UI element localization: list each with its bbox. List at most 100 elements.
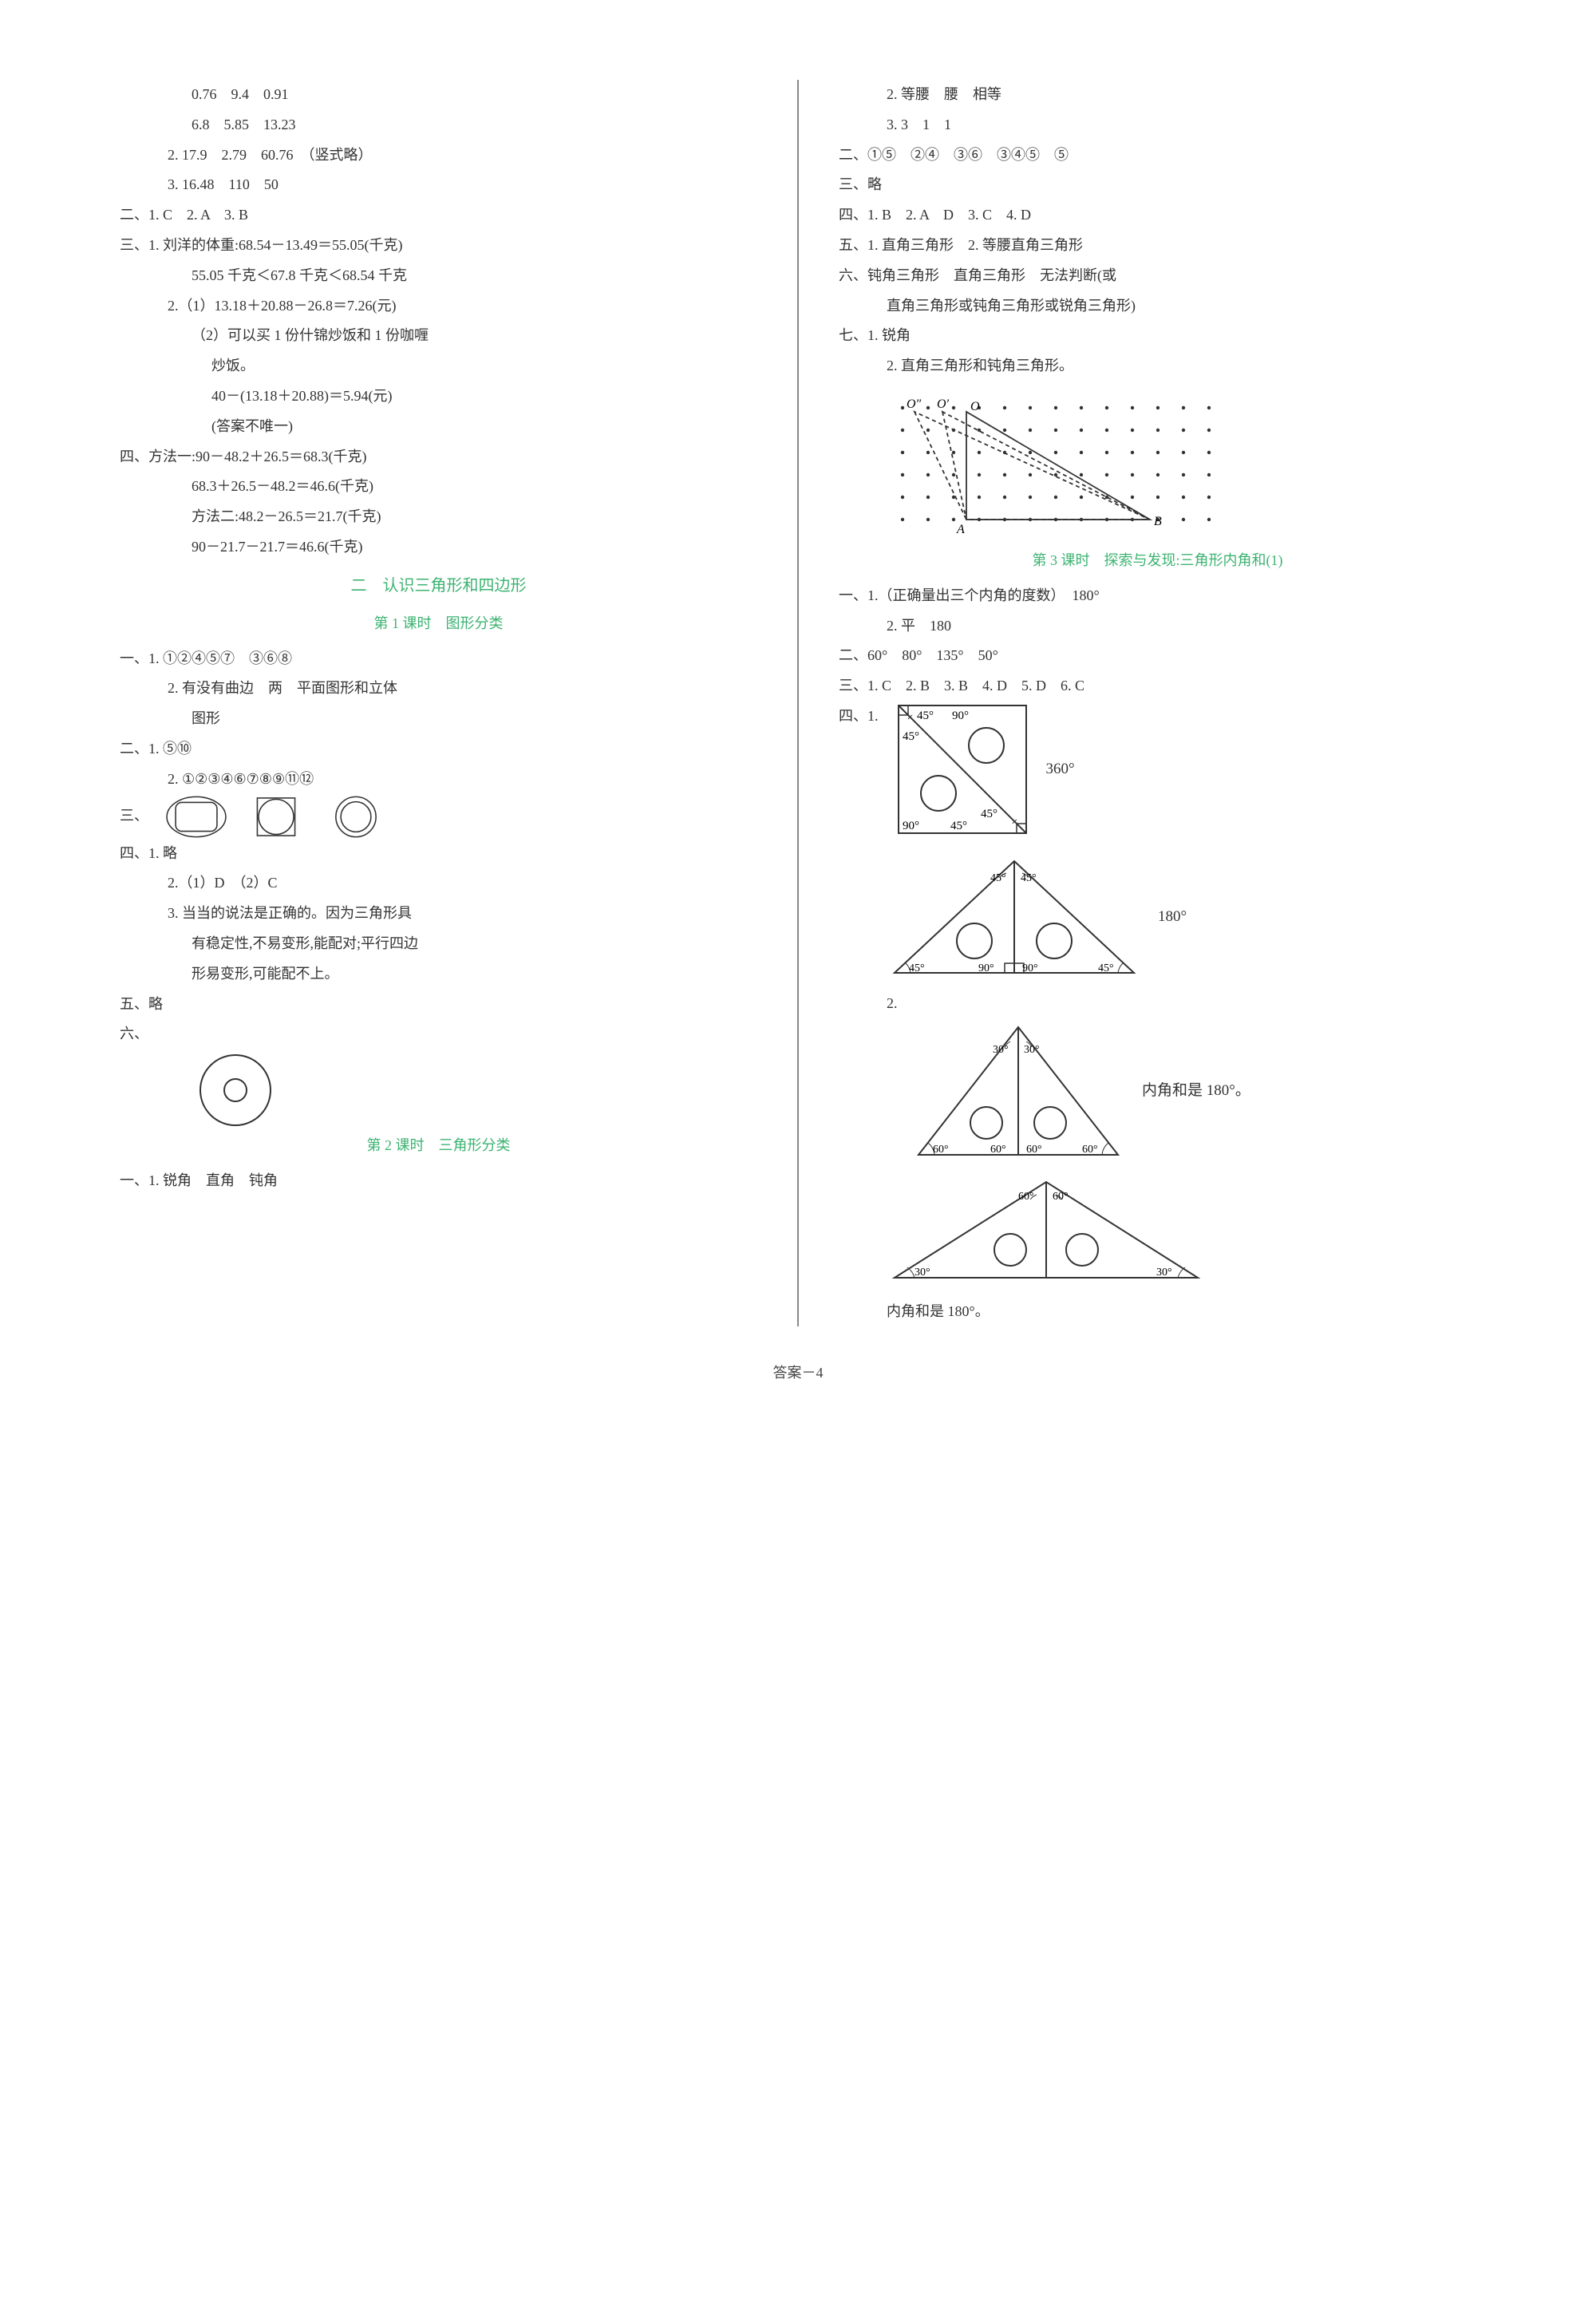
triangle-30-60-diagram: 30° 30° 60° 60° 60° 60° — [911, 1019, 1126, 1163]
svg-text:45°: 45° — [1021, 872, 1037, 884]
text-line: 五、略 — [120, 990, 757, 1020]
text-line: 形易变形,可能配不上。 — [120, 959, 757, 990]
text-line: 六、钝角三角形 直角三角形 无法判断(或 — [839, 261, 1476, 291]
svg-text:45°: 45° — [903, 730, 919, 743]
text-line: 3. 16.48 110 50 — [120, 170, 757, 200]
text-line: 2. 17.9 2.79 60.76 （竖式略） — [120, 140, 757, 171]
text-line: 四、1. — [839, 702, 879, 732]
text-line: 2. 有没有曲边 两 平面图形和立体 — [120, 674, 757, 704]
text-line: 0.76 9.4 0.91 — [120, 80, 757, 110]
svg-text:90°: 90° — [978, 962, 994, 974]
text-line: 炒饭。 — [120, 351, 757, 381]
triangle-45-diagram: 45° 45° 45° 45° 90° 90° — [887, 853, 1142, 981]
lesson-heading: 第 3 课时 探索与发现:三角形内角和(1) — [839, 546, 1476, 576]
dot-grid-triangle-diagram: O″ O′ O A B — [887, 388, 1230, 539]
square-with-circle-icon — [244, 795, 308, 839]
lesson-heading: 第 2 课时 三角形分类 — [120, 1131, 757, 1161]
svg-text:45°: 45° — [909, 962, 925, 974]
circle-in-circle-icon — [324, 795, 388, 839]
svg-text:60°: 60° — [1082, 1144, 1098, 1156]
text-line: 二、①⑤ ②④ ③⑥ ③④⑤ ⑤ — [839, 140, 1476, 171]
text-line: 2. — [839, 989, 1476, 1019]
text-line: 一、1. 锐角 直角 钝角 — [120, 1166, 757, 1196]
svg-text:60°: 60° — [1018, 1191, 1034, 1203]
svg-text:30°: 30° — [1156, 1267, 1172, 1279]
text-line: 二、60° 80° 135° 50° — [839, 641, 1476, 671]
text-line: 6.8 5.85 13.23 — [120, 110, 757, 140]
donut-icon — [200, 1054, 271, 1126]
text-line: 四、1. 略 — [120, 839, 757, 869]
answer-text: 内角和是 180°。 — [887, 1297, 1476, 1327]
label-O2: O″ — [907, 397, 922, 411]
ellipse-with-rect-icon — [164, 795, 228, 839]
text-line: 一、1.（正确量出三个内角的度数） 180° — [839, 581, 1476, 611]
column-divider — [797, 80, 799, 1326]
svg-text:30°: 30° — [1024, 1044, 1040, 1056]
svg-text:45°: 45° — [990, 872, 1006, 884]
svg-text:90°: 90° — [903, 820, 919, 832]
svg-text:60°: 60° — [1026, 1144, 1042, 1156]
text-line: 2. 等腰 腰 相等 — [839, 80, 1476, 110]
answer-text: 180° — [1158, 901, 1187, 933]
text-line: 2. ①②③④⑥⑦⑧⑨⑪⑫ — [120, 765, 757, 795]
svg-text:60°: 60° — [933, 1144, 949, 1156]
text-line: 三、略 — [839, 170, 1476, 200]
text-line: 五、1. 直角三角形 2. 等腰直角三角形 — [839, 231, 1476, 261]
text-line: 二、1. C 2. A 3. B — [120, 200, 757, 231]
diagram-row: 45° 45° 45° 45° 90° 90° 180° — [839, 853, 1476, 981]
text-line: 2.（1）D （2）C — [120, 868, 757, 899]
svg-text:30°: 30° — [993, 1044, 1009, 1056]
text-line: 三、1. 刘洋的体重:68.54－13.49＝55.05(千克) — [120, 231, 757, 261]
text-line: (答案不唯一) — [120, 412, 757, 442]
label-O1: O′ — [937, 397, 950, 411]
answer-text: 360° — [1046, 753, 1075, 785]
label-B: B — [1154, 515, 1162, 528]
answer-text: 内角和是 180°。 — [1142, 1075, 1250, 1107]
section-heading: 二 认识三角形和四边形 — [120, 569, 757, 603]
text-line: 直角三角形或钝角三角形或锐角三角形) — [839, 291, 1476, 322]
page-footer: 答案－4 — [120, 1358, 1476, 1389]
svg-text:45°: 45° — [950, 820, 967, 832]
svg-text:90°: 90° — [952, 709, 969, 722]
text-line: 3. 当当的说法是正确的。因为三角形具 — [120, 899, 757, 929]
text-line: 55.05 千克＜67.8 千克＜68.54 千克 — [120, 261, 757, 291]
text-line: 方法二:48.2－26.5＝21.7(千克) — [120, 502, 757, 532]
text-line: 2. 直角三角形和钝角三角形。 — [839, 351, 1476, 381]
label-O: O — [970, 400, 980, 413]
text-line: 2.（1）13.18＋20.88－26.8＝7.26(元) — [120, 291, 757, 322]
text-line: 四、1. B 2. A D 3. C 4. D — [839, 200, 1476, 231]
text-line: 七、1. 锐角 — [839, 321, 1476, 351]
text-line: 68.3＋26.5－48.2＝46.6(千克) — [120, 472, 757, 502]
svg-text:60°: 60° — [1053, 1191, 1069, 1203]
text-line: 3. 3 1 1 — [839, 110, 1476, 140]
diagram-row: 四、1. 45° 90° 45° 45° 45° 90° 360° — [839, 702, 1476, 837]
diagram-row: 60° 60° 30° 30° 内角和是 180°。 — [839, 1174, 1476, 1327]
text-line: 2. 平 180 — [839, 611, 1476, 642]
svg-text:45°: 45° — [917, 709, 934, 722]
text-line: 有稳定性,不易变形,能配对;平行四边 — [120, 929, 757, 959]
svg-text:30°: 30° — [915, 1267, 930, 1279]
right-column: 2. 等腰 腰 相等 3. 3 1 1 二、①⑤ ②④ ③⑥ ③④⑤ ⑤ 三、略… — [839, 80, 1476, 1326]
text-line: 40－(13.18＋20.88)＝5.94(元) — [120, 381, 757, 412]
svg-text:60°: 60° — [990, 1144, 1006, 1156]
label-A: A — [956, 523, 965, 536]
text-line: 一、1. ①②④⑤⑦ ③⑥⑧ — [120, 644, 757, 674]
text-line: 四、方法一:90－48.2＋26.5＝68.3(千克) — [120, 442, 757, 472]
text-line: 图形 — [120, 704, 757, 734]
text-line: 六、 — [120, 1019, 757, 1049]
square-diagonal-diagram: 45° 90° 45° 45° 45° 90° — [895, 702, 1030, 837]
diagram-row: 30° 30° 60° 60° 60° 60° 内角和是 180°。 — [839, 1019, 1476, 1163]
svg-text:45°: 45° — [981, 808, 998, 820]
text-line: 三、 — [120, 801, 148, 832]
triangle-30-60-wide-diagram: 60° 60° 30° 30° — [887, 1174, 1206, 1286]
svg-text:90°: 90° — [1022, 962, 1038, 974]
left-column: 0.76 9.4 0.91 6.8 5.85 13.23 2. 17.9 2.7… — [120, 80, 757, 1326]
text-line: 二、1. ⑤⑩ — [120, 734, 757, 765]
page-container: 0.76 9.4 0.91 6.8 5.85 13.23 2. 17.9 2.7… — [120, 80, 1476, 1326]
shapes-row: 三、 — [120, 795, 757, 839]
text-line: 三、1. C 2. B 3. B 4. D 5. D 6. C — [839, 671, 1476, 702]
text-line: （2）可以买 1 份什锦炒饭和 1 份咖喱 — [120, 321, 757, 351]
svg-text:45°: 45° — [1098, 962, 1114, 974]
text-line: 90－21.7－21.7＝46.6(千克) — [120, 532, 757, 563]
lesson-heading: 第 1 课时 图形分类 — [120, 609, 757, 639]
